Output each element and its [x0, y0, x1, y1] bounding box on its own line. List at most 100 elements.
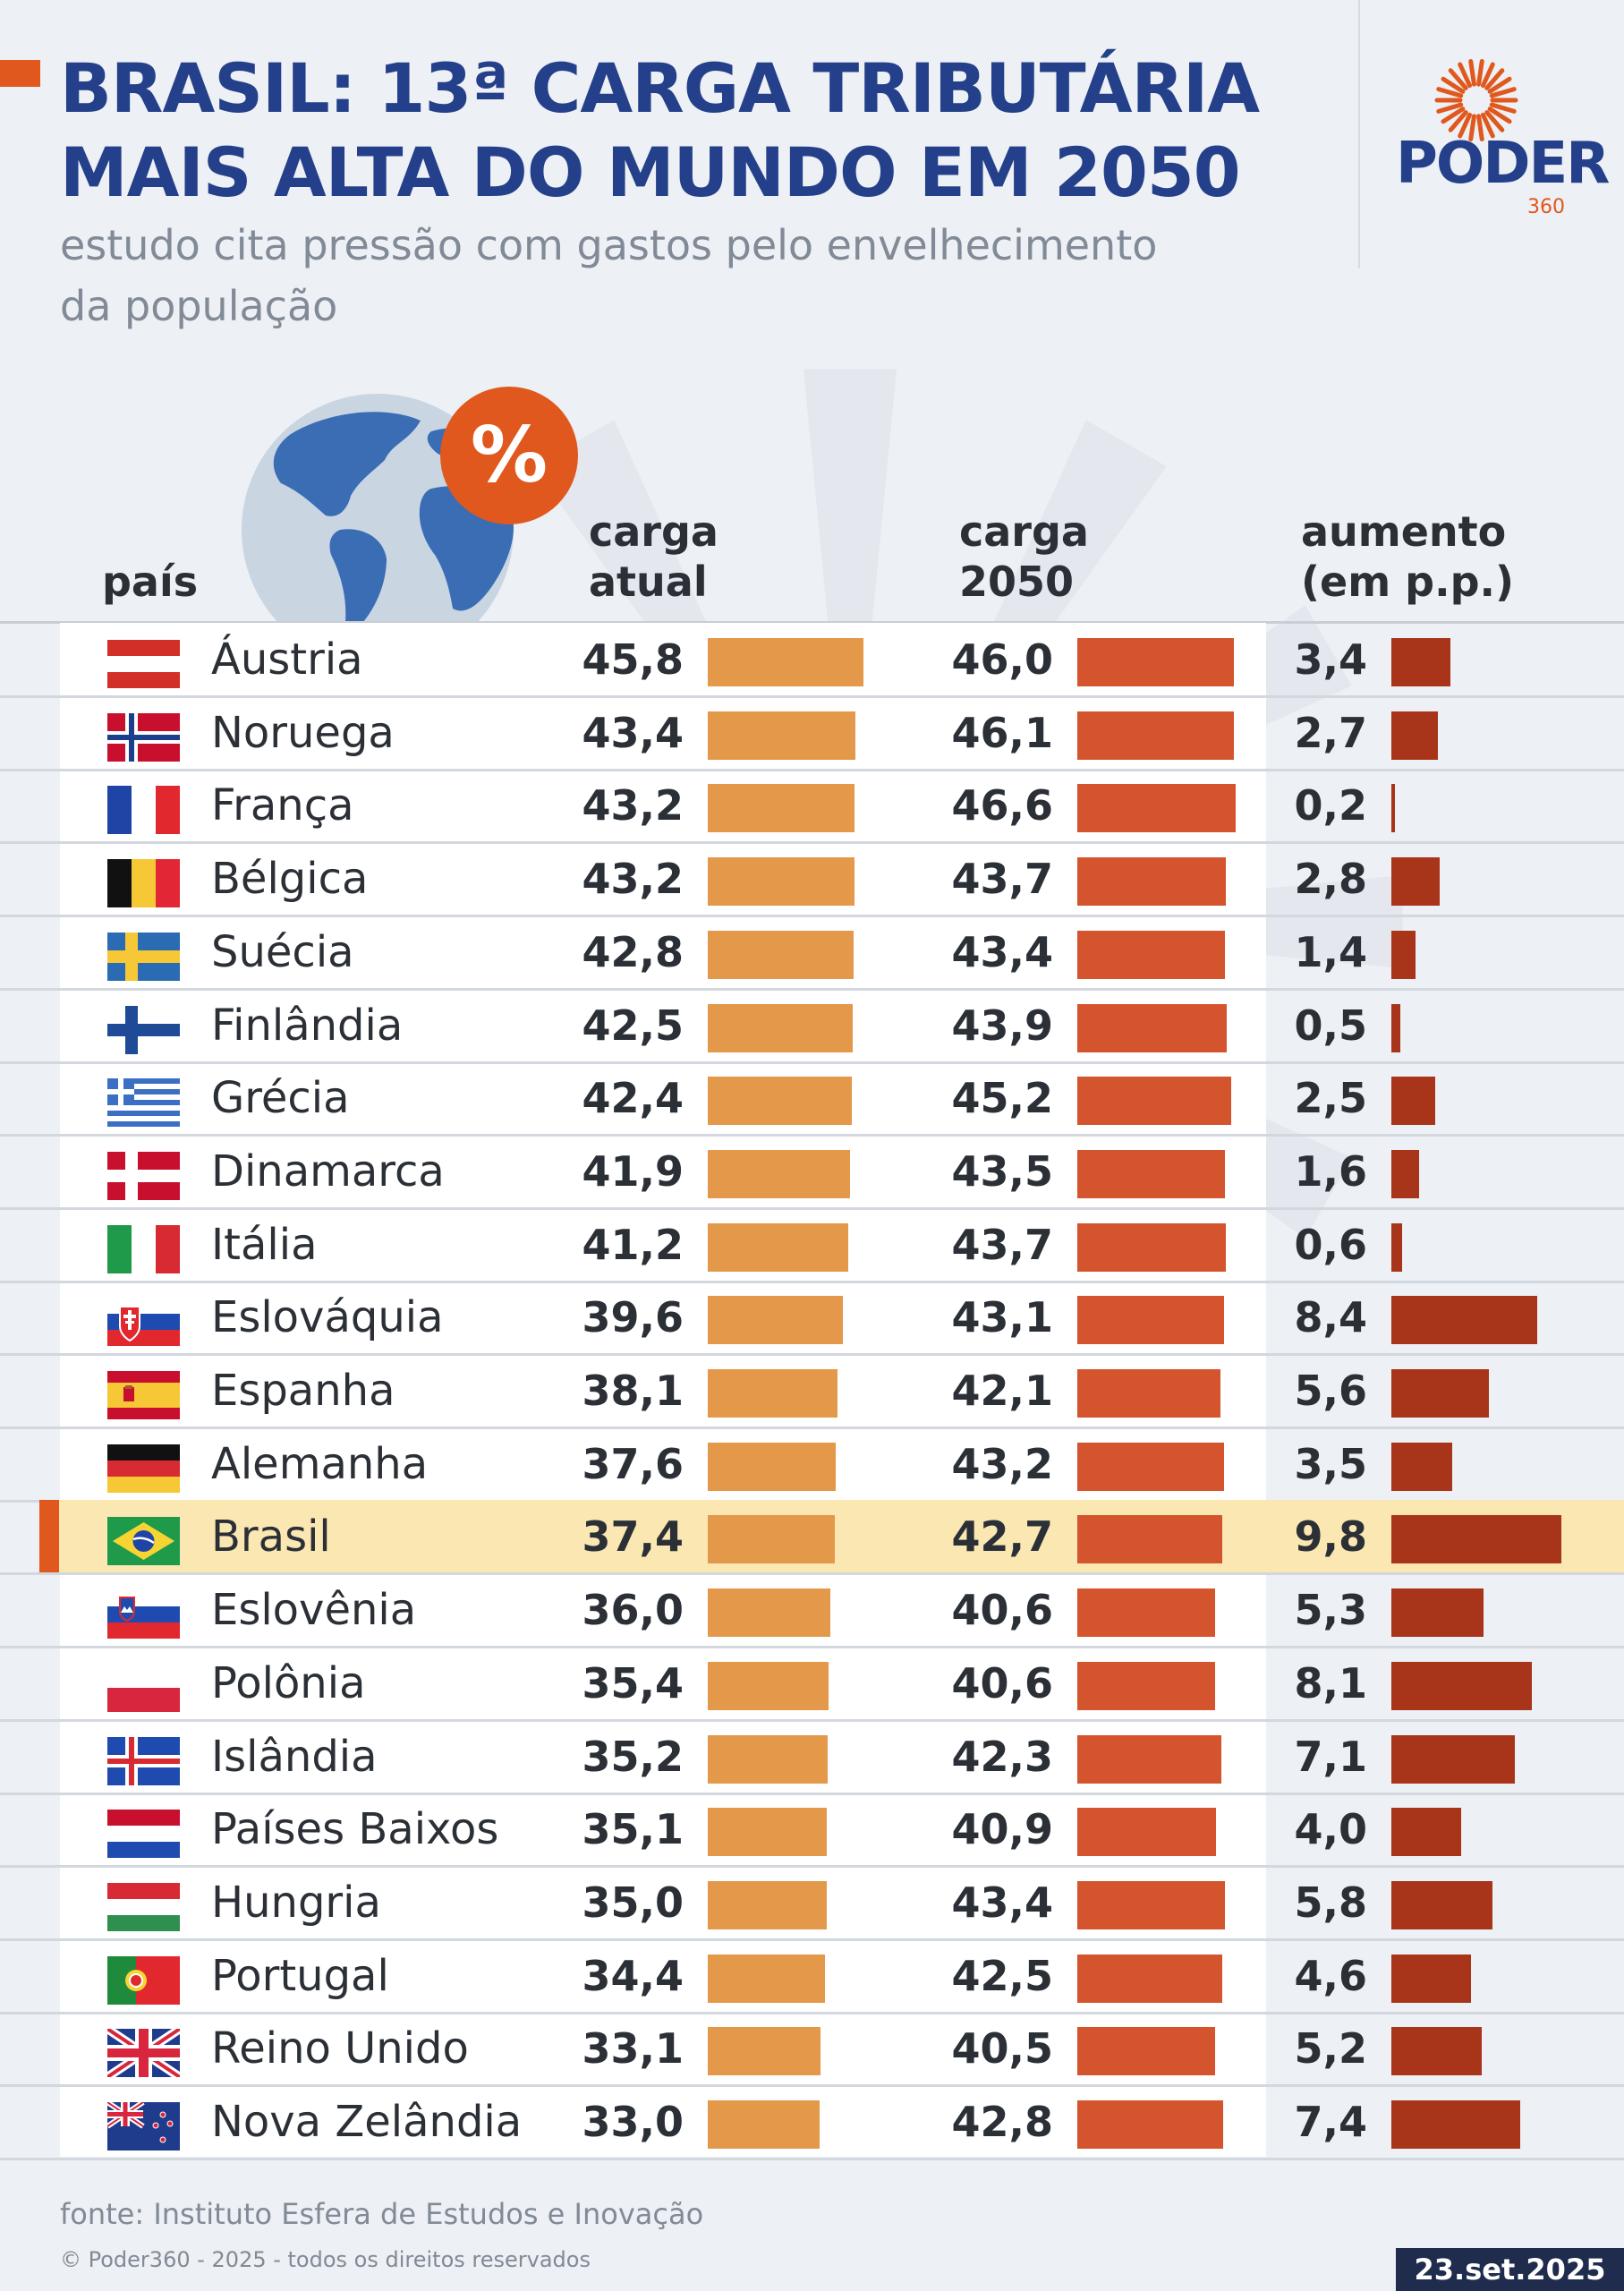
slovakia-flag-icon	[107, 1298, 180, 1347]
current-bar	[708, 2100, 821, 2149]
country-name: Itália	[211, 1219, 318, 1270]
column-header-2050-line2: 2050	[959, 558, 1075, 606]
france-flag-icon	[107, 786, 180, 835]
table-row: Bélgica 43,2 43,7 2,8	[0, 842, 1624, 918]
country-name: Polônia	[211, 1657, 366, 1708]
uk-flag-icon	[107, 2029, 180, 2078]
2050-value: 43,7	[951, 1220, 1054, 1269]
row-divider	[0, 915, 1624, 918]
slovenia-flag-icon	[107, 1590, 180, 1639]
2050-bar	[1077, 1734, 1221, 1784]
2050-bar	[1077, 1515, 1223, 1564]
column-header-increase-line1: aumento	[1301, 507, 1507, 556]
2050-value: 43,7	[951, 855, 1054, 904]
sweden-flag-icon	[107, 932, 180, 981]
row-divider	[0, 1353, 1624, 1357]
current-value: 43,2	[582, 855, 684, 904]
new-zealand-flag-icon	[107, 2102, 180, 2150]
table-row: Países Baixos 35,1 40,9 4,0	[0, 1793, 1624, 1869]
current-value: 35,0	[582, 1878, 684, 1927]
increase-value: 3,5	[1294, 1439, 1368, 1488]
current-value: 45,8	[582, 635, 684, 684]
country-name: Islândia	[211, 1731, 378, 1782]
table-row: Espanha 38,1 42,1 5,6	[0, 1354, 1624, 1429]
current-bar	[708, 1296, 843, 1345]
column-header-increase-line2: (em p.p.)	[1301, 558, 1514, 606]
column-header-2050-line1: carga	[959, 507, 1089, 556]
column-header-increase: aumento (em p.p.)	[1301, 507, 1514, 607]
country-name: Portugal	[211, 1950, 389, 2001]
increase-bar	[1391, 1149, 1419, 1198]
row-divider	[0, 1718, 1624, 1722]
current-value: 37,4	[582, 1512, 684, 1562]
norway-flag-icon	[107, 712, 180, 762]
country-name: Grécia	[211, 1073, 350, 1124]
current-value: 36,0	[582, 1586, 684, 1635]
netherlands-flag-icon	[107, 1810, 180, 1859]
2050-value: 40,5	[951, 2024, 1054, 2074]
increase-value: 7,4	[1294, 2098, 1368, 2146]
table-row: Eslovênia 36,0 40,6 5,3	[0, 1573, 1624, 1649]
current-bar	[708, 930, 854, 979]
increase-bar	[1391, 1661, 1533, 1710]
table-row: Grécia 42,4 45,2 2,5	[0, 1061, 1624, 1137]
row-divider	[0, 2011, 1624, 2014]
table-row: França 43,2 46,6 0,2	[0, 769, 1624, 845]
current-value: 38,1	[582, 1367, 684, 1415]
row-divider	[0, 1206, 1624, 1210]
2050-value: 42,5	[951, 1951, 1054, 2000]
2050-value: 46,1	[951, 708, 1054, 757]
country-name: Dinamarca	[211, 1146, 445, 1197]
title-line-1: BRASIL: 13ª CARGA TRIBUTÁRIA	[60, 48, 1260, 128]
source-note: fonte: Instituto Esfera de Estudos e Ino…	[60, 2197, 704, 2231]
current-bar	[708, 1077, 853, 1126]
table-row: Áustria 45,8 46,0 3,4	[0, 623, 1624, 698]
current-value: 42,5	[582, 1001, 684, 1050]
increase-bar	[1391, 1296, 1537, 1345]
current-value: 43,4	[582, 708, 684, 757]
row-divider	[0, 695, 1624, 698]
country-name: Reino Unido	[211, 2023, 469, 2074]
country-name: Finlândia	[211, 1000, 404, 1051]
increase-value: 1,6	[1294, 1146, 1368, 1196]
country-name: Alemanha	[211, 1438, 429, 1489]
poland-flag-icon	[107, 1663, 180, 1712]
current-value: 37,6	[582, 1439, 684, 1488]
increase-value: 5,3	[1294, 1586, 1368, 1635]
table-row: Polônia 35,4 40,6 8,1	[0, 1647, 1624, 1722]
current-bar	[708, 1588, 830, 1638]
current-bar	[708, 1954, 825, 2003]
current-value: 41,2	[582, 1220, 684, 1269]
hungary-flag-icon	[107, 1882, 180, 1931]
percent-badge: %	[440, 387, 578, 524]
spain-flag-icon	[107, 1371, 180, 1419]
page-title: BRASIL: 13ª CARGA TRIBUTÁRIA MAIS ALTA D…	[60, 47, 1260, 215]
current-bar	[708, 1734, 828, 1784]
finland-flag-icon	[107, 1005, 180, 1054]
column-header-country-label: país	[102, 558, 199, 606]
country-name: Brasil	[211, 1512, 331, 1563]
row-divider	[0, 1646, 1624, 1649]
increase-bar	[1391, 930, 1416, 979]
current-bar	[708, 1442, 836, 1491]
country-name: França	[211, 780, 354, 831]
table-row: Noruega 43,4 46,1 2,7	[0, 696, 1624, 771]
increase-bar	[1391, 1077, 1435, 1126]
sun-logo-icon	[1434, 58, 1518, 142]
current-bar	[708, 1222, 848, 1272]
increase-value: 8,4	[1294, 1293, 1368, 1342]
2050-value: 40,9	[951, 1805, 1054, 1854]
table-row: Nova Zelândia 33,0 42,8 7,4	[0, 2085, 1624, 2160]
2050-value: 43,4	[951, 1878, 1054, 1927]
greece-flag-icon	[107, 1078, 180, 1128]
country-name: Países Baixos	[211, 1804, 499, 1855]
increase-value: 0,2	[1294, 781, 1368, 830]
row-divider	[0, 768, 1624, 771]
table-row: Brasil 37,4 42,7 9,8	[0, 1500, 1624, 1576]
2050-bar	[1077, 711, 1235, 760]
current-bar	[708, 1149, 851, 1198]
increase-bar	[1391, 638, 1450, 686]
current-bar	[708, 1808, 828, 1857]
increase-bar	[1391, 857, 1441, 907]
